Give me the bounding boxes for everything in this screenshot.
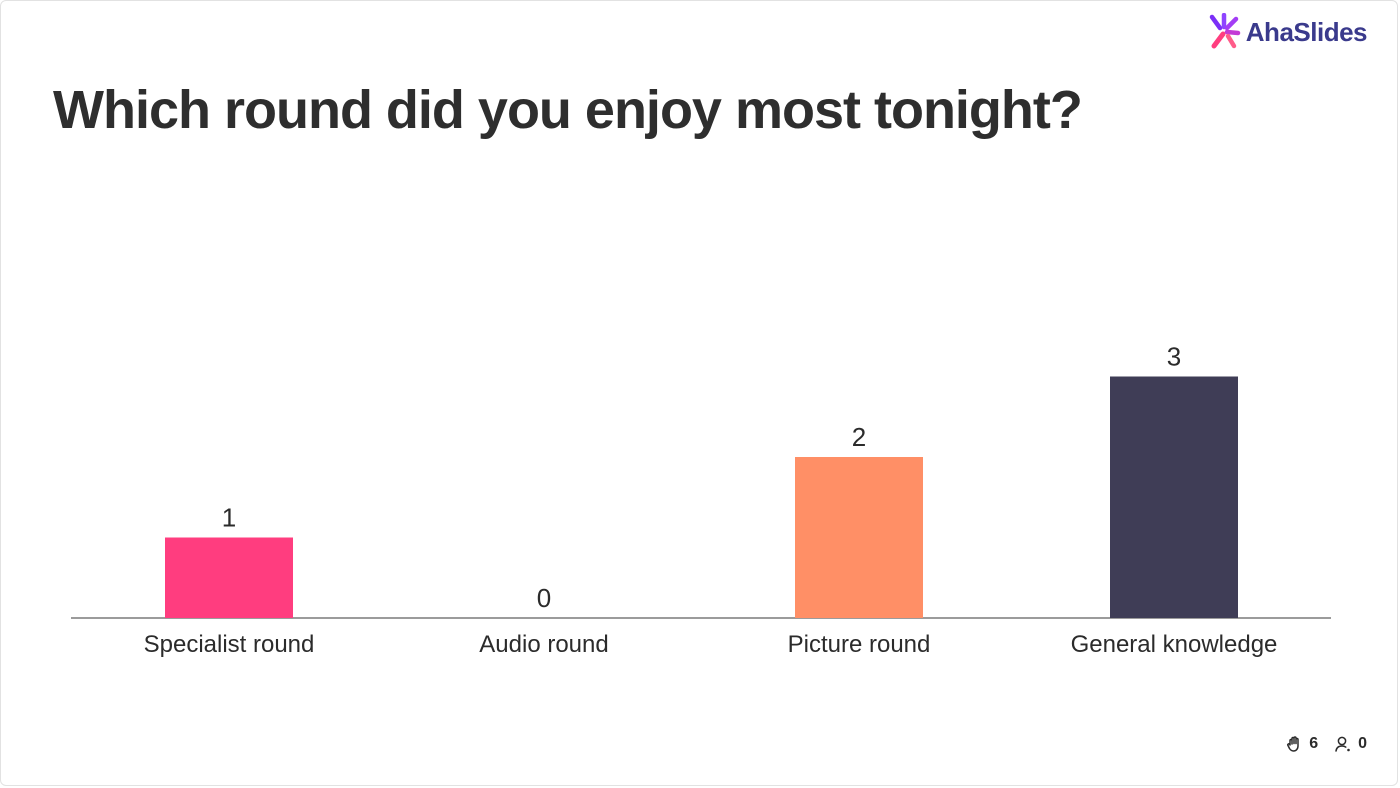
person-icon [1335, 736, 1350, 752]
ahaslides-logo-icon [1209, 13, 1241, 49]
brand-logo: AhaSlides [1206, 13, 1368, 51]
participants-stat: 0 [1334, 735, 1367, 753]
bar-value-label: 2 [852, 422, 866, 452]
category-label: Audio round [479, 631, 608, 658]
bar-value-label: 0 [537, 583, 551, 613]
bar-group: 0 Audio round [479, 583, 608, 658]
hand-icon [1287, 736, 1299, 752]
slide-footer: 6 0 [1285, 735, 1367, 753]
category-label: Specialist round [144, 631, 315, 658]
category-label: Picture round [788, 631, 931, 658]
bar-group: 1 Specialist round [144, 503, 315, 659]
reactions-stat: 6 [1285, 735, 1318, 753]
bar-group: 3 General knowledge [1071, 342, 1278, 659]
brand-name: AhaSlides [1245, 16, 1368, 47]
bar [1110, 376, 1238, 618]
bar-value-label: 3 [1167, 342, 1181, 372]
reactions-count: 6 [1309, 735, 1319, 752]
participants-count: 0 [1358, 735, 1367, 752]
bar-value-label: 1 [222, 503, 236, 533]
bar [795, 457, 923, 618]
slide-title: Which round did you enjoy most tonight? [53, 80, 1083, 140]
category-label: General knowledge [1071, 631, 1278, 658]
bar-group: 2 Picture round [788, 422, 931, 658]
bar [165, 537, 293, 618]
